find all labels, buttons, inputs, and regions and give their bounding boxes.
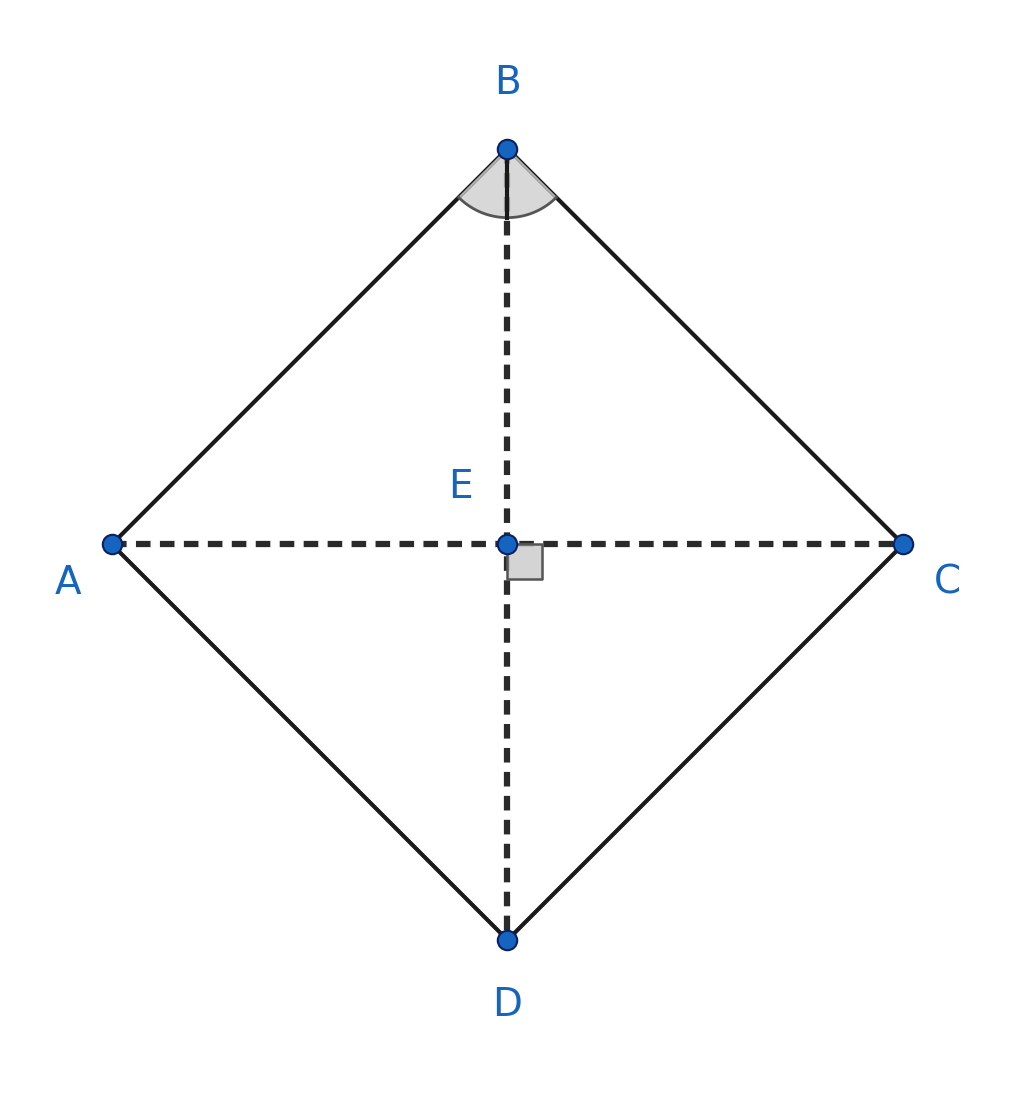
Polygon shape — [459, 148, 556, 218]
Text: A: A — [54, 563, 81, 601]
Polygon shape — [508, 545, 542, 579]
Text: D: D — [492, 986, 523, 1024]
Text: B: B — [494, 64, 521, 102]
Text: E: E — [448, 467, 473, 506]
Text: C: C — [934, 563, 961, 601]
